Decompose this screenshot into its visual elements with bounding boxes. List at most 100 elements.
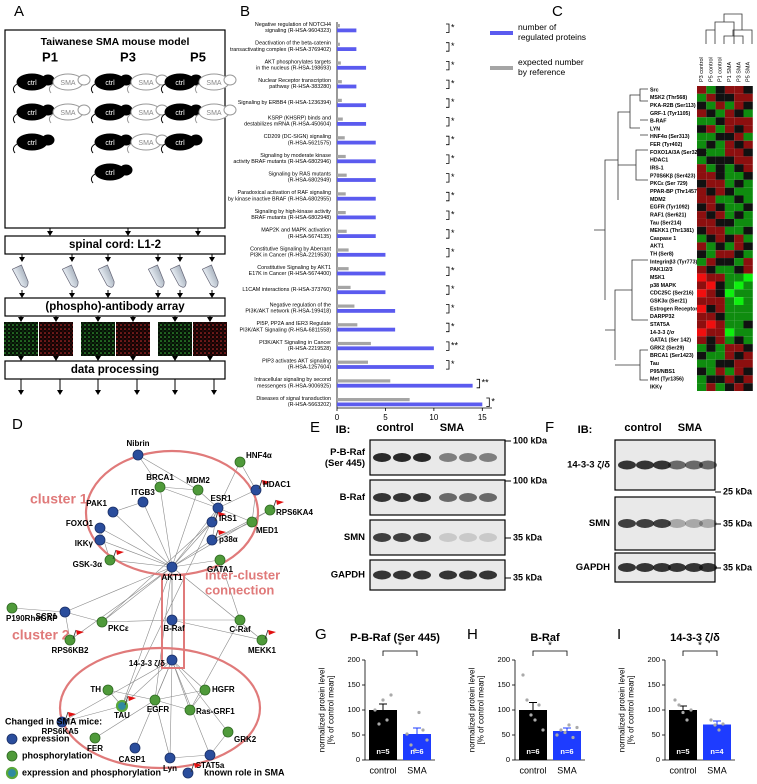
arrow-head xyxy=(57,390,63,395)
model-box xyxy=(4,29,226,229)
flag-pole xyxy=(264,629,269,640)
bar-expected xyxy=(337,136,345,140)
heat-cell xyxy=(724,265,735,274)
data-point xyxy=(677,703,681,707)
heat-cell xyxy=(697,234,707,243)
heat-cell xyxy=(697,383,707,391)
mouse-head xyxy=(223,74,237,86)
significance-bracket xyxy=(446,135,450,146)
array-red xyxy=(116,322,150,356)
edge xyxy=(154,566,173,701)
heat-cell xyxy=(706,109,716,118)
mouse-tail xyxy=(48,113,54,124)
band xyxy=(653,563,671,572)
node xyxy=(206,534,218,546)
band xyxy=(413,493,431,502)
significance: ** xyxy=(482,378,490,388)
heat-cell xyxy=(743,234,753,243)
mouse-label: SMA xyxy=(206,110,222,117)
heat-cell xyxy=(734,187,744,196)
panel-label: C xyxy=(552,3,563,20)
node-label: MEKK1 xyxy=(248,646,277,655)
data-point xyxy=(537,703,541,707)
heat-cell xyxy=(697,195,707,204)
arrow-head xyxy=(18,356,24,361)
data-point xyxy=(689,708,693,712)
text-line: Signaling by high-kinase activity xyxy=(255,209,332,215)
heat-cell xyxy=(706,297,716,305)
heat-cell xyxy=(706,383,716,391)
text-line: Paradoxical activation of RAF signaling xyxy=(238,191,332,197)
marker-label: 35 kDa xyxy=(513,572,543,582)
heat-cell xyxy=(743,164,753,173)
heat-cell xyxy=(724,179,735,188)
text-line: PI3K/AKT network (R-HSA-199418) xyxy=(245,309,331,315)
heat-cell xyxy=(706,375,716,384)
legend-label: expression and phosphorylation xyxy=(22,767,161,777)
heat-cell xyxy=(724,351,735,360)
heat-cell xyxy=(715,226,725,235)
heat-cell xyxy=(706,336,716,345)
category-label: L1CAM interactions (R-HSA-373760) xyxy=(242,287,331,293)
band xyxy=(636,519,654,528)
bar-expected xyxy=(337,323,358,327)
text-line: normalized protein level xyxy=(468,668,477,753)
y-tick-label: 50 xyxy=(502,730,510,739)
edge xyxy=(171,566,263,641)
significance-bracket xyxy=(446,117,450,127)
significance: * xyxy=(548,641,552,652)
heat-cell xyxy=(743,336,753,345)
bar-regulated xyxy=(337,383,473,388)
column-label: P1 SMA xyxy=(727,61,733,82)
heat-cell xyxy=(706,179,716,188)
flag-pole xyxy=(112,549,117,560)
bar-expected xyxy=(337,24,340,28)
heat-cell xyxy=(706,125,716,133)
band xyxy=(653,519,671,528)
row-label: PKA-R2B (Ser113) xyxy=(650,103,696,109)
data-point xyxy=(521,673,525,677)
heat-cell xyxy=(724,203,735,212)
heat-cell xyxy=(715,117,725,126)
heat-cell xyxy=(743,359,753,368)
category-label: Paradoxical activation of RAF signaling b… xyxy=(228,191,331,203)
bar-expected xyxy=(337,80,342,84)
chart-title: P-B-Raf (Ser 445) xyxy=(350,632,440,644)
heat-cell xyxy=(715,258,725,266)
edge xyxy=(159,486,173,568)
node-label: GRK2 xyxy=(234,735,257,744)
heat-cell xyxy=(715,93,725,102)
data-point xyxy=(685,718,689,722)
data-point xyxy=(681,710,685,715)
edge xyxy=(169,754,211,759)
cluster-label: cluster 1 xyxy=(30,491,88,507)
text-line: normalized protein level xyxy=(618,668,627,753)
data-point xyxy=(563,730,567,735)
band xyxy=(393,533,411,542)
heat-cell xyxy=(706,359,716,368)
row-label: P95/NBS1 xyxy=(650,369,675,375)
bar-expected xyxy=(337,304,355,308)
significance-bracket xyxy=(446,360,450,370)
column-label: P5 control xyxy=(708,57,714,82)
heat-cell xyxy=(743,320,753,329)
arrow-head xyxy=(95,390,101,395)
bar-regulated xyxy=(337,84,357,89)
text-line: CD209 (DC-SIGN) signaling xyxy=(264,135,331,141)
data-point xyxy=(529,713,533,717)
row-label: SMN xyxy=(589,518,610,529)
mouse-tail xyxy=(12,83,18,94)
node xyxy=(164,752,176,764)
bar-expected xyxy=(337,117,343,121)
heat-cell xyxy=(734,211,744,219)
heat-cell xyxy=(734,234,744,243)
text-line: regulated proteins xyxy=(518,32,586,42)
heat-cell xyxy=(724,258,735,266)
text-line: PI5P, PP2A and IER3 Regulate xyxy=(256,322,331,328)
heat-cell xyxy=(724,328,735,337)
heat-cell xyxy=(715,187,725,196)
node-label: CASP1 xyxy=(119,755,146,764)
step-label: spinal cord: L1-2 xyxy=(69,239,161,251)
heat-cell xyxy=(715,203,725,212)
node-label: MED1 xyxy=(256,526,279,535)
